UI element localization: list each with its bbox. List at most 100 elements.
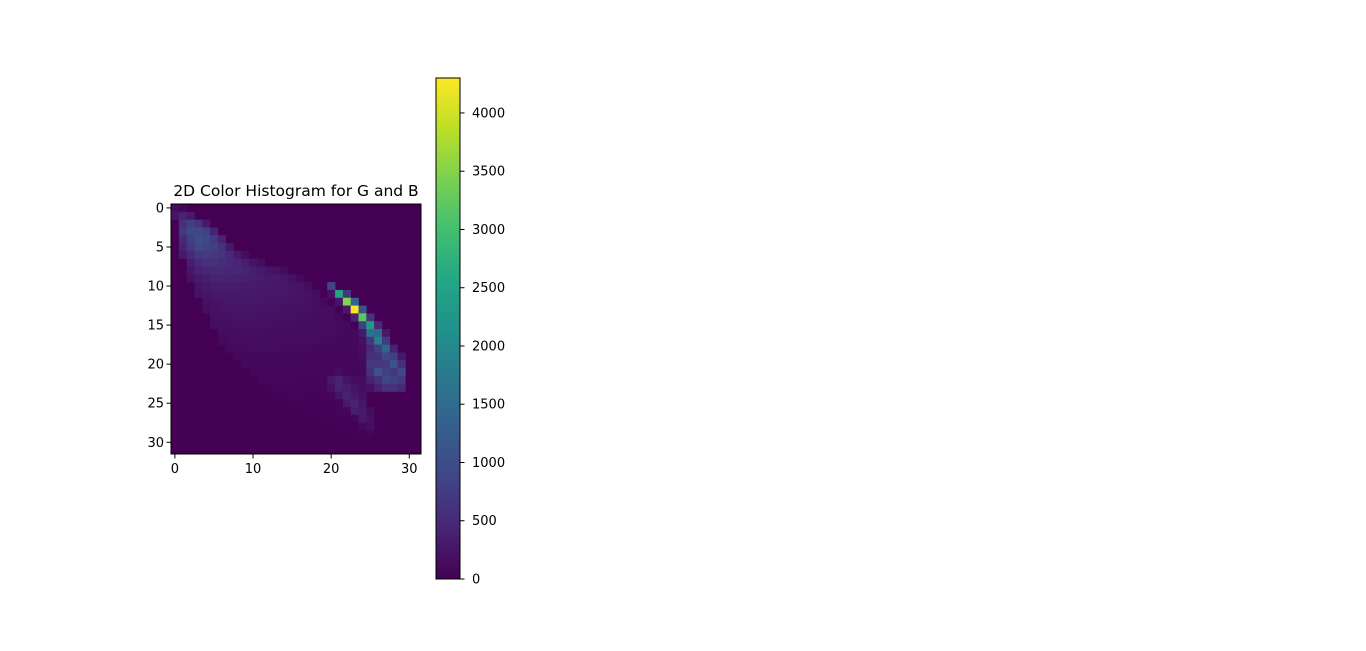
heatmap-cell — [288, 297, 297, 306]
heatmap-cell — [233, 297, 242, 306]
heatmap-cell — [171, 204, 180, 213]
heatmap-cell — [202, 274, 211, 283]
heatmap-cell — [186, 250, 195, 260]
heatmap-cell — [272, 329, 281, 338]
heatmap-cell — [241, 266, 250, 275]
y-tick-label: 5 — [156, 240, 164, 255]
heatmap-cell — [319, 368, 328, 377]
colorbar-axis: 0 500 1000 1500 2000 2500 3000 3500 4000 — [460, 106, 505, 588]
heatmap-cell — [327, 391, 336, 400]
heatmap-cell — [225, 282, 234, 291]
heatmap-cell — [280, 352, 289, 361]
heatmap-cell — [280, 391, 289, 400]
heatmap-cell — [358, 329, 367, 338]
heatmap-cell — [303, 407, 312, 416]
colorbar-tick-label: 3000 — [472, 223, 505, 238]
heatmap-cell — [280, 266, 289, 275]
heatmap-cell — [249, 313, 258, 322]
heatmap-cell — [311, 368, 320, 377]
heatmap-cell — [194, 219, 203, 228]
heatmap-cell — [327, 329, 336, 338]
heatmap-cell — [256, 329, 266, 338]
heatmap-cell — [264, 305, 273, 314]
heatmap-cell — [303, 375, 312, 385]
heatmap-cell — [327, 368, 336, 377]
heatmap-cell — [241, 258, 250, 267]
heatmap-cell — [210, 274, 219, 283]
heatmap-cell — [358, 430, 367, 439]
heatmap-cell — [327, 313, 336, 322]
heatmap-cell — [358, 321, 367, 330]
heatmap-cell — [381, 352, 391, 361]
heatmap-cell — [210, 250, 219, 260]
heatmap-cell — [319, 336, 328, 345]
x-tick-label: 30 — [401, 462, 418, 477]
heatmap-cell — [335, 422, 344, 431]
heatmap-cell — [217, 250, 227, 260]
heatmap-cell — [366, 313, 375, 322]
heatmap-cell — [350, 407, 359, 416]
heatmap-cell — [374, 368, 383, 377]
heatmap-cell — [342, 321, 352, 330]
heatmap-cell — [178, 235, 187, 244]
y-tick-label: 25 — [147, 397, 164, 412]
heatmap-cell — [241, 289, 250, 299]
heatmap-cell — [350, 344, 359, 353]
heatmap-cell — [296, 368, 305, 377]
heatmap-cell — [389, 360, 398, 369]
heatmap-cell — [358, 305, 367, 314]
heatmap-cell — [350, 430, 359, 439]
heatmap-cell — [335, 344, 344, 353]
heatmap-cell — [303, 352, 312, 361]
heatmap-cell — [241, 313, 250, 322]
y-axis: 0 5 10 15 20 25 30 — [147, 201, 171, 451]
heatmap-cell — [288, 313, 297, 322]
heatmap-cell — [342, 289, 352, 299]
heatmap-cell — [280, 360, 289, 369]
colorbar-frame — [435, 77, 461, 580]
heatmap-cell — [272, 274, 281, 283]
colorbar — [436, 78, 460, 579]
heatmap-frame — [170, 203, 422, 455]
chart-title: 2D Color Histogram for G and B — [173, 182, 418, 200]
heatmap-cell — [350, 399, 359, 408]
heatmap-cell — [272, 282, 281, 291]
heatmap-cell — [311, 360, 320, 369]
heatmap-cell — [241, 305, 250, 314]
heatmap-cell — [397, 383, 406, 392]
heatmap-cell — [303, 368, 312, 377]
heatmap-cell — [225, 336, 234, 345]
y-tick-label: 15 — [147, 319, 164, 334]
heatmap-cell — [381, 344, 391, 353]
heatmap-cell — [202, 297, 211, 306]
heatmap-cell — [311, 391, 320, 400]
heatmap-cell — [256, 375, 266, 385]
heatmap-cell — [194, 250, 203, 260]
heatmap-cell — [319, 375, 328, 385]
heatmap-cell — [288, 399, 297, 408]
heatmap-cell — [280, 282, 289, 291]
heatmap-cell — [225, 321, 234, 330]
heatmap-cell — [381, 360, 391, 369]
heatmap-cell — [288, 368, 297, 377]
heatmap-cell — [288, 375, 297, 385]
heatmap-cell — [358, 313, 367, 322]
heatmap-cell — [327, 344, 336, 353]
heatmap-cell — [381, 329, 391, 338]
heatmap-cell — [194, 235, 203, 244]
heatmap-cell — [366, 414, 375, 424]
heatmap-cell — [194, 227, 203, 236]
heatmap-cell — [272, 266, 281, 275]
colorbar-tick-label: 3500 — [472, 165, 505, 180]
heatmap-cell — [233, 289, 242, 299]
heatmap-cell — [225, 250, 234, 260]
heatmap-cell — [342, 352, 352, 361]
heatmap-cell — [225, 289, 234, 299]
heatmap-cell — [342, 297, 352, 306]
heatmap-cell — [350, 375, 359, 385]
heatmap-cell — [217, 258, 227, 267]
heatmap-cell — [241, 344, 250, 353]
heatmap-cell — [264, 282, 273, 291]
heatmap-cell — [296, 336, 305, 345]
heatmap-cell — [280, 344, 289, 353]
